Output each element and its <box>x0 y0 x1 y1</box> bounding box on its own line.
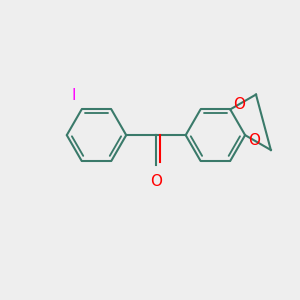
Text: O: O <box>248 133 260 148</box>
Text: I: I <box>71 88 76 103</box>
Text: O: O <box>233 97 245 112</box>
Text: O: O <box>150 174 162 189</box>
